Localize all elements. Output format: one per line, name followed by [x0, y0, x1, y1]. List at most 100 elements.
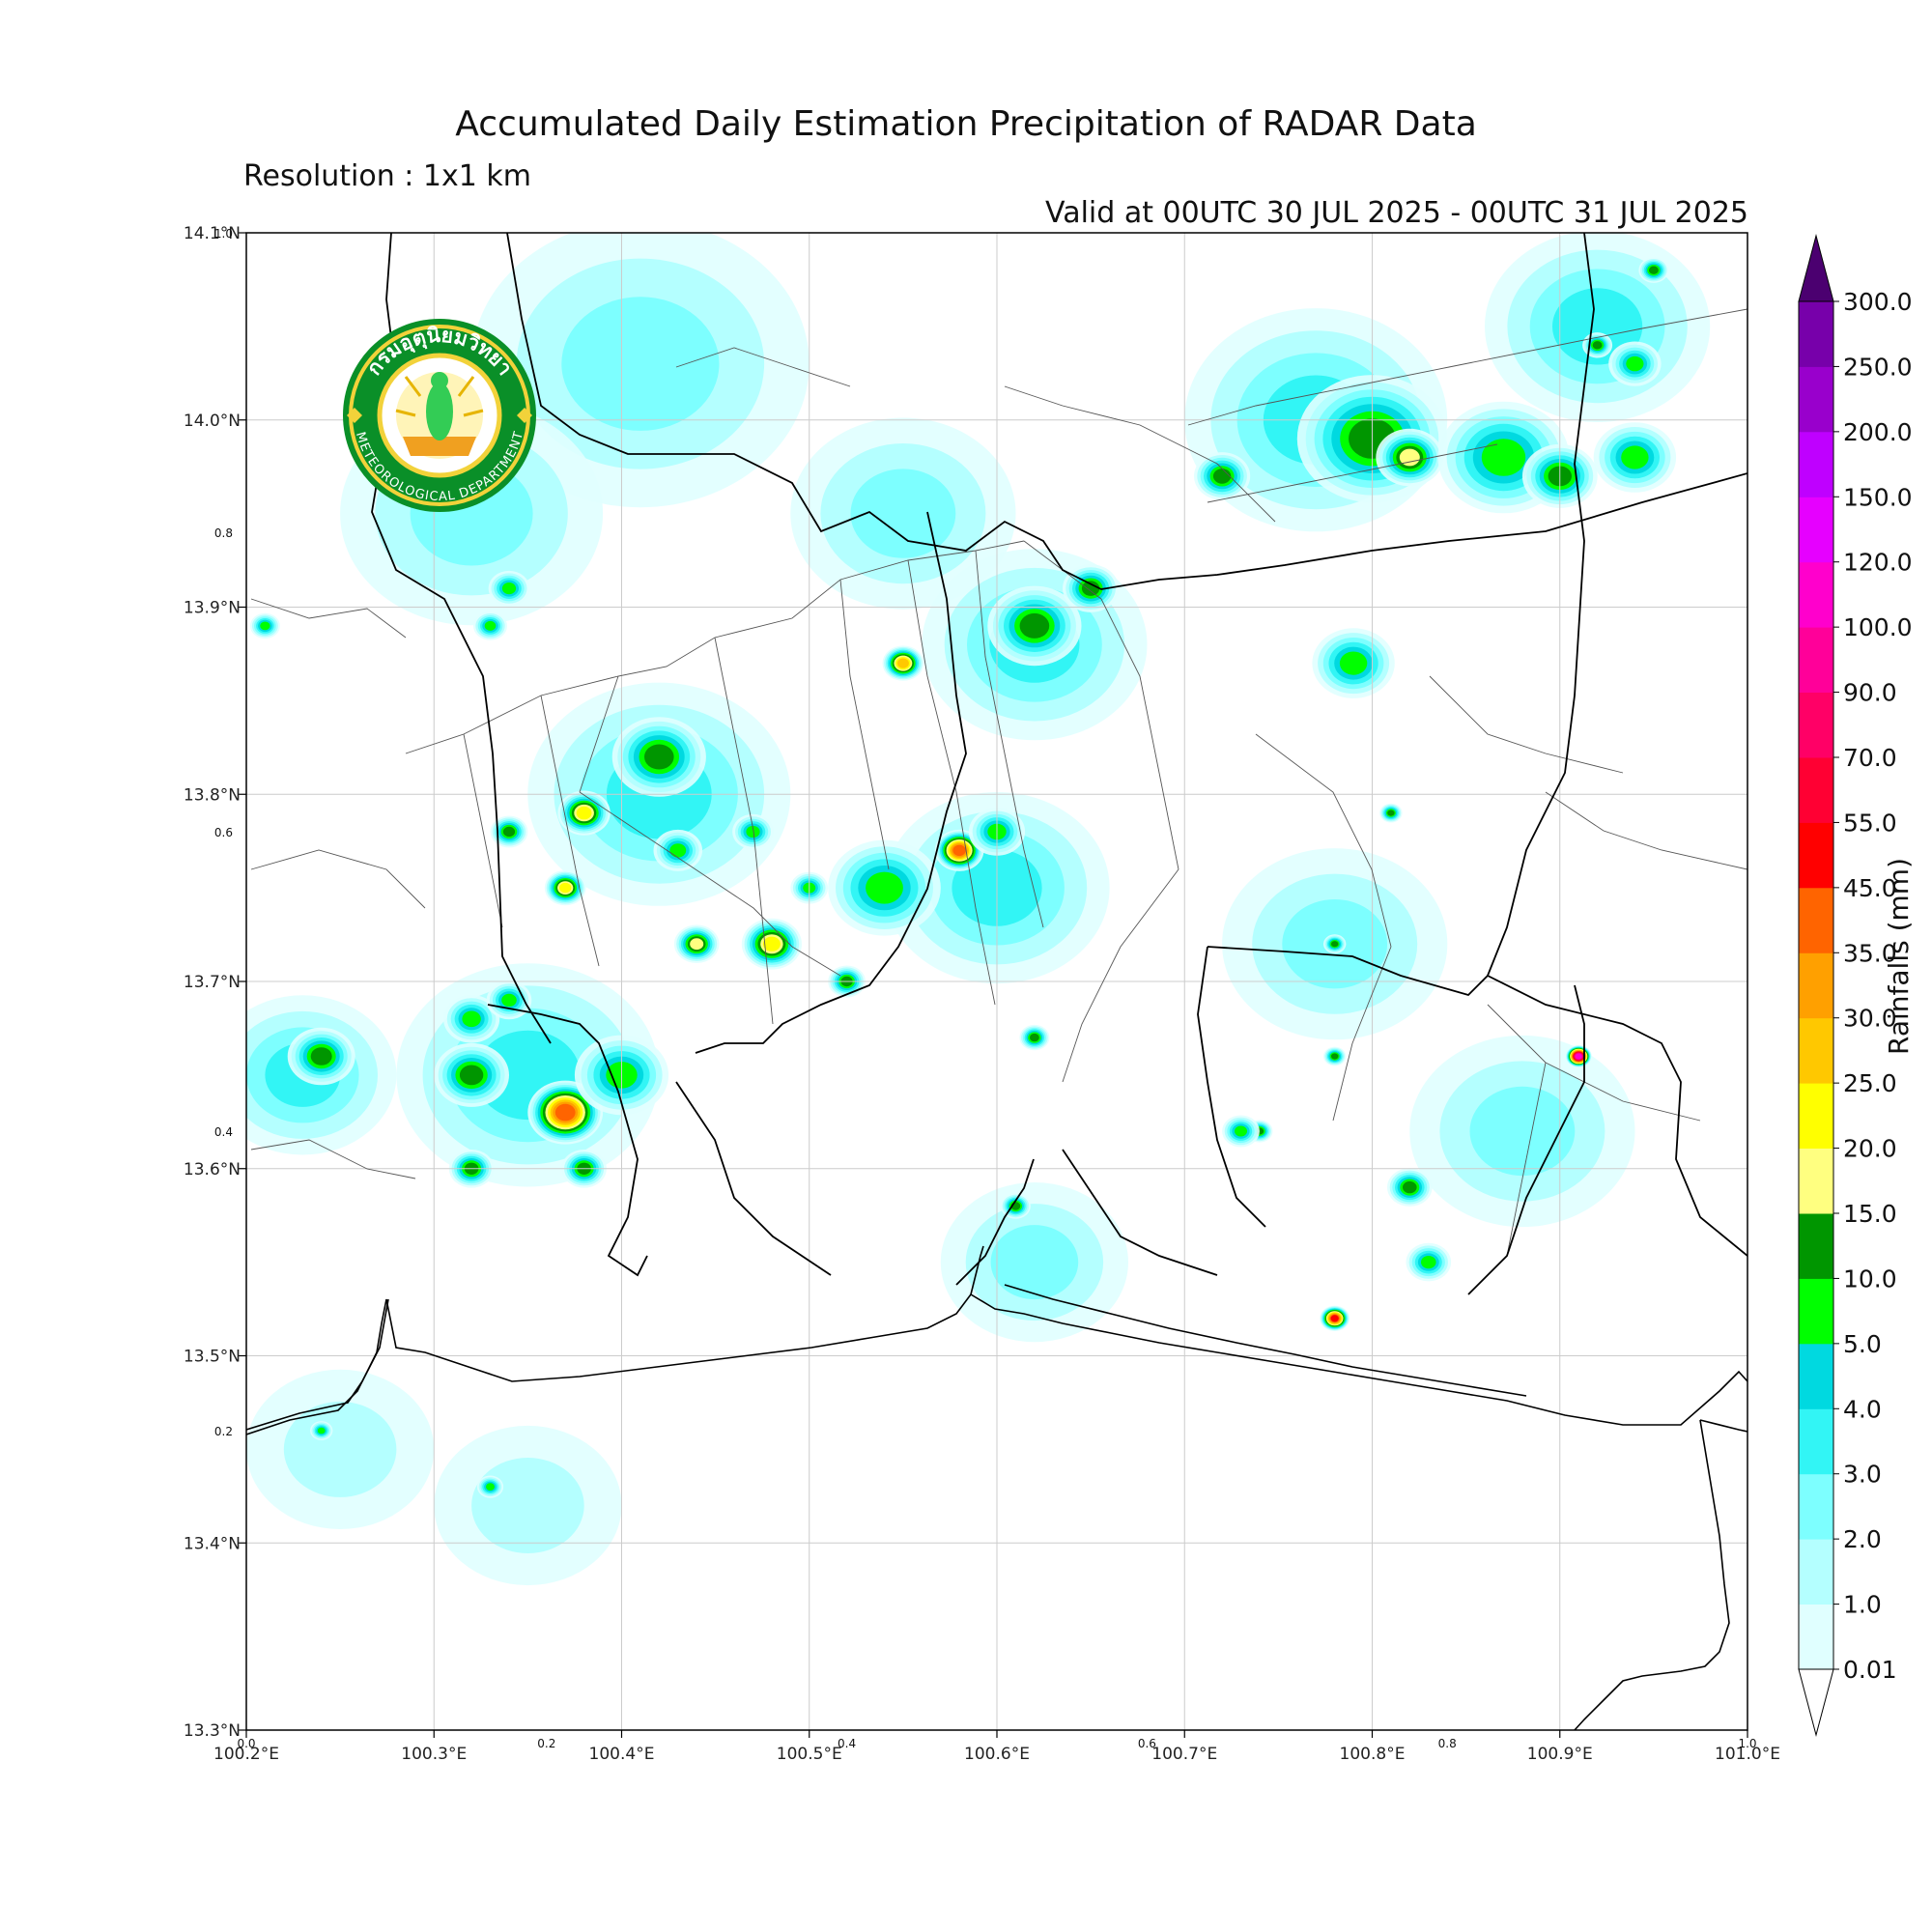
lon-tick-label: 100.2°E: [213, 1745, 279, 1764]
colorbar-segment: [1799, 301, 1833, 367]
rain-cell: [484, 620, 497, 631]
district-boundaries: [250, 308, 1747, 1257]
colorbar-segment: [1799, 692, 1833, 758]
colorbar-segment: [1799, 952, 1833, 1019]
colorbar-segment: [1799, 1148, 1833, 1214]
colorbar: 0.01 1.0 2.0 3.0 4.0 5.0 10.0 15.0 20.0 25.0 30.0 3…: [1798, 234, 1913, 1737]
colorbar-tick-label: 45.0: [1843, 874, 1897, 902]
rain-cell: [1235, 1125, 1247, 1137]
rain-cell: [554, 1103, 576, 1122]
rain-cell: [1399, 448, 1420, 467]
lat-tick-label: 13.8°N: [184, 785, 241, 805]
lon-tick-label: 100.9°E: [1527, 1745, 1593, 1764]
rain-cell: [561, 297, 720, 431]
rain-cell: [866, 871, 903, 904]
rain-cell: [644, 744, 674, 770]
minor-x-tick-label: 0.4: [838, 1737, 856, 1750]
map-frame: [245, 232, 1748, 1731]
rain-cell: [1081, 581, 1100, 596]
colorbar-tick-label: 1.0: [1843, 1591, 1882, 1619]
colorbar-segment: [1799, 431, 1833, 497]
colorbar-segment: [1799, 1083, 1833, 1149]
colorbar-segment: [1799, 1408, 1833, 1475]
colorbar-tick-label: 70.0: [1843, 744, 1897, 772]
rain-cell: [1403, 1180, 1417, 1194]
logo-rays-icon: [395, 376, 484, 417]
minor-x-tick-label: 0.2: [537, 1737, 555, 1750]
lon-tick-label: 100.5°E: [777, 1745, 842, 1764]
logo-deity-figure-icon: [426, 383, 453, 440]
minor-y-tick-label: 0.2: [214, 1425, 233, 1438]
colorbar-tick-label: 0.01: [1843, 1656, 1897, 1684]
meteorological-department-logo: กรมอุตุนิยมวิทยา METEOROLOGICAL DEPARTME…: [343, 319, 536, 512]
rain-cell: [1592, 341, 1603, 350]
minor-x-tick-label: 1.0: [1738, 1737, 1756, 1750]
lon-tick-label: 101.0°E: [1715, 1745, 1780, 1764]
lat-tick-label: 13.7°N: [184, 973, 241, 992]
rain-cell: [459, 1065, 484, 1086]
colorbar-segment: [1799, 1539, 1833, 1605]
colorbar-over-arrow: [1798, 234, 1834, 302]
colorbar-tick-label: 5.0: [1843, 1330, 1882, 1358]
lon-tick-label: 100.3°E: [401, 1745, 467, 1764]
colorbar-segment: [1799, 887, 1833, 953]
rain-cell: [310, 1047, 332, 1065]
rain-cell: [1481, 439, 1526, 476]
minor-y-tick-label: 0.4: [214, 1125, 233, 1139]
logo-cloud-base-icon: [403, 437, 476, 456]
rain-cell: [576, 806, 592, 820]
colorbar-tick-label: 3.0: [1843, 1461, 1882, 1489]
colorbar-segment: [1799, 1343, 1833, 1409]
coastline: [246, 1245, 1747, 1730]
colorbar-segment: [1799, 1473, 1833, 1540]
colorbar-segment: [1799, 497, 1833, 563]
rain-field: [246, 233, 1711, 1586]
minor-x-tick-label: 0.8: [1438, 1737, 1457, 1750]
colorbar-frame: [1798, 300, 1834, 1670]
colorbar-segment: [1799, 1213, 1833, 1279]
colorbar-label: Rainfalls (mm): [1883, 858, 1915, 1055]
rain-cell: [502, 826, 516, 838]
lat-tick-label: 13.6°N: [184, 1160, 241, 1179]
rain-cell: [669, 843, 687, 858]
rain-cell: [1626, 355, 1644, 372]
colorbar-tick-label: 4.0: [1843, 1395, 1882, 1423]
rain-cell: [559, 882, 572, 894]
colorbar-tick-label: 90.0: [1843, 679, 1897, 707]
colorbar-tick-label: 120.0: [1843, 549, 1913, 577]
rain-cell: [1019, 612, 1050, 639]
rain-cell: [1331, 1053, 1339, 1060]
lon-tick-label: 100.7°E: [1151, 1745, 1217, 1764]
axis-tick-labels: 100.2°E 100.3°E 100.4°E 100.5°E 100.6°E 100.7…: [184, 224, 1780, 1764]
colorbar-tick-label: 20.0: [1843, 1135, 1897, 1163]
colorbar-under-arrow: [1798, 1668, 1834, 1737]
colorbar-segment: [1799, 561, 1833, 628]
lat-tick-label: 13.4°N: [184, 1534, 241, 1553]
colorbar-segment: [1799, 366, 1833, 433]
colorbar-tick-label: 100.0: [1843, 613, 1913, 641]
colorbar-tick-label: 55.0: [1843, 809, 1897, 837]
rain-cell: [260, 621, 270, 631]
rain-cell: [317, 1427, 326, 1435]
minor-y-tick-label: 0.8: [214, 526, 233, 540]
colorbar-segment: [1799, 1604, 1833, 1670]
colorbar-segment: [1799, 757, 1833, 823]
rain-cell: [283, 1401, 397, 1497]
rain-cell: [501, 993, 517, 1007]
rain-cell: [471, 1458, 584, 1553]
lat-tick-label: 14.0°N: [184, 412, 241, 431]
colorbar-segment: [1799, 627, 1833, 693]
minor-x-tick-label: 0.0: [237, 1737, 255, 1750]
colorbar-tick-label: 35.0: [1843, 939, 1897, 967]
colorbar-segment: [1799, 1278, 1833, 1345]
rain-cell: [486, 1483, 495, 1491]
rain-cell: [1339, 651, 1368, 675]
minor-y-tick-label: 0.6: [214, 826, 233, 839]
colorbar-tick-label: 300.0: [1843, 288, 1913, 316]
rain-cell: [850, 469, 956, 558]
rain-cell: [501, 582, 517, 595]
lat-tick-label: 14.1°N: [184, 224, 241, 243]
chart-title: Accumulated Daily Estimation Precipitati…: [455, 104, 1477, 144]
lon-tick-label: 100.8°E: [1340, 1745, 1406, 1764]
